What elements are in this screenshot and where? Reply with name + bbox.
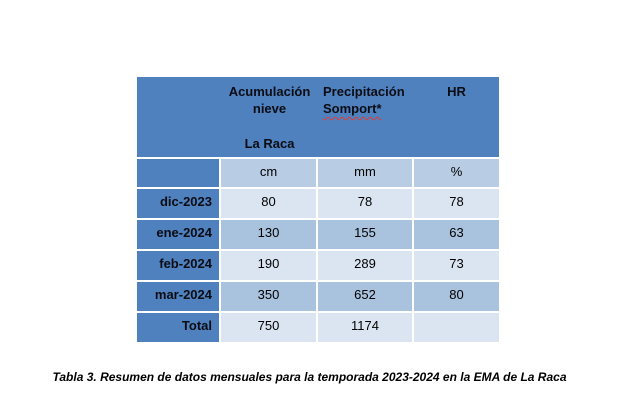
header-snow-line1: Acumulación [228,84,311,99]
table-caption: Tabla 3. Resumen de datos mensuales para… [52,370,567,384]
cell-hr: 78 [414,189,499,218]
cell-snow: 130 [221,220,318,249]
unit-precip: mm [318,159,414,187]
header-precip-line2: Somport* [323,100,414,117]
header-cell-snow: Acumulación nieve La Raca [221,77,318,157]
cell-precip: 155 [318,220,414,249]
data-table: Acumulación nieve La Raca Precipitación … [137,77,499,342]
cell-hr [414,313,499,342]
cell-snow: 750 [221,313,318,342]
cell-snow: 80 [221,189,318,218]
table-row: feb-2024 190 289 73 [137,251,499,280]
header-snow-line2: nieve [252,101,287,116]
cell-precip: 1174 [318,313,414,342]
unit-hr: % [414,159,499,187]
unit-snow: cm [221,159,318,187]
cell-hr: 80 [414,282,499,311]
table-row: ene-2024 130 155 63 [137,220,499,249]
row-label: ene-2024 [137,220,221,249]
cell-snow: 190 [221,251,318,280]
cell-hr: 73 [414,251,499,280]
header-cell-hr: HR [447,84,466,99]
header-cell-empty [137,77,221,157]
row-label: dic-2023 [137,189,221,218]
row-label: mar-2024 [137,282,221,311]
row-label: feb-2024 [137,251,221,280]
units-row: cm mm % [137,159,499,187]
spellcheck-underlined-word: Somport* [323,101,382,116]
table-row: mar-2024 350 652 80 [137,282,499,311]
cell-snow: 350 [221,282,318,311]
row-label: Total [137,313,221,342]
table-row: dic-2023 80 78 78 [137,189,499,218]
cell-precip: 289 [318,251,414,280]
cell-precip: 652 [318,282,414,311]
header-snow-line3: La Raca [244,136,295,151]
cell-hr: 63 [414,220,499,249]
table-header-row: Acumulación nieve La Raca Precipitación … [137,77,499,157]
cell-precip: 78 [318,189,414,218]
units-label-cell [137,159,221,187]
table-row-total: Total 750 1174 [137,313,499,342]
header-precip-line1: Precipitación [323,84,405,99]
header-cell-precip: Precipitación Somport* [318,77,414,157]
